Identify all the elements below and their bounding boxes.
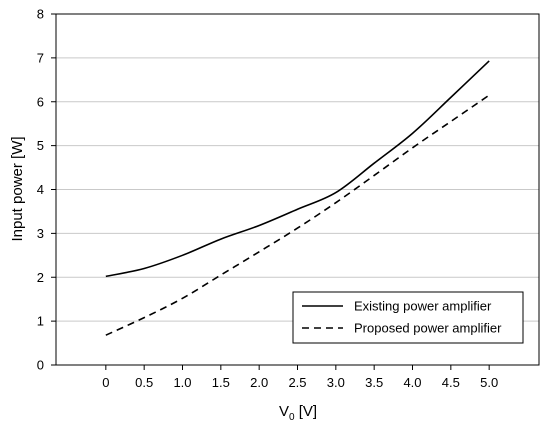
x-tick-label: 5.0 xyxy=(480,375,498,390)
x-tick-label: 0.5 xyxy=(135,375,153,390)
series-line-existing xyxy=(105,60,490,278)
x-tick-label: 2.5 xyxy=(288,375,306,390)
y-tick-label: 6 xyxy=(37,94,44,109)
x-axis-title: V0 [V] xyxy=(279,403,317,423)
y-tick-label: 4 xyxy=(37,182,44,197)
series-lines xyxy=(105,60,490,336)
x-tick-label: 3.5 xyxy=(365,375,383,390)
x-tick-label: 1.5 xyxy=(212,375,230,390)
x-axis-title-unit: [V] xyxy=(295,403,318,420)
x-tick-label: 0 xyxy=(102,375,109,390)
y-tick-label: 2 xyxy=(37,270,44,285)
legend-box xyxy=(292,291,524,344)
legend-label-proposed: Proposed power amplifier xyxy=(354,321,502,336)
x-tick-label: 4.0 xyxy=(403,375,421,390)
x-tick-label: 2.0 xyxy=(250,375,268,390)
y-tick-label: 5 xyxy=(37,138,44,153)
y-tick-label: 1 xyxy=(37,314,44,329)
series-line-proposed xyxy=(105,94,490,336)
y-tick-label: 3 xyxy=(37,226,44,241)
x-axis-title-main: V xyxy=(279,403,289,420)
axis-ticks: 0 1 2 3 4 5 6 7 8 0 0.5 1.0 1.5 2.0 2.5 3.0 3.5 4.0 4.5 5.0 xyxy=(37,7,498,391)
x-axis-title-subscript: 0 xyxy=(289,412,295,423)
legend: Existing power amplifier Proposed power … xyxy=(292,291,524,344)
y-axis-title: Input power [W] xyxy=(9,136,26,241)
y-tick-label: 7 xyxy=(37,50,44,65)
x-tick-label: 3.0 xyxy=(327,375,345,390)
y-tick-label: 8 xyxy=(37,7,44,22)
x-tick-label: 4.5 xyxy=(442,375,460,390)
x-tick-label: 1.0 xyxy=(173,375,191,390)
y-tick-label: 0 xyxy=(37,358,44,373)
legend-label-existing: Existing power amplifier xyxy=(354,299,492,314)
grid-lines xyxy=(56,57,539,322)
